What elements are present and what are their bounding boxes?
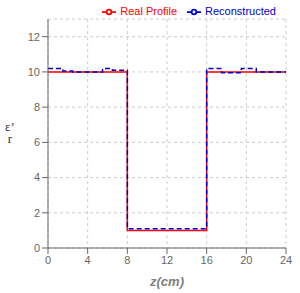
svg-text:12: 12 [161,254,173,266]
svg-text:10: 10 [28,66,40,78]
svg-text:2: 2 [34,207,40,219]
svg-text:4: 4 [34,171,40,183]
svg-text:16: 16 [201,254,213,266]
svg-text:8: 8 [124,254,130,266]
html-text:Reconstructed: Reconstructed [205,5,276,17]
html-text:Real Profile: Real Profile [120,5,178,17]
svg-text:8: 8 [34,101,40,113]
svg-text:4: 4 [85,254,91,266]
svg-text:6: 6 [34,136,40,148]
svg-text:0: 0 [45,254,51,266]
svg-text:ε’r: ε’r [8,119,15,146]
svg-text:0: 0 [34,242,40,254]
svg-text:24: 24 [280,254,292,266]
svg-text:20: 20 [240,254,252,266]
svg-text:z(cm): z(cm) [149,274,184,289]
svg-text:12: 12 [28,31,40,43]
